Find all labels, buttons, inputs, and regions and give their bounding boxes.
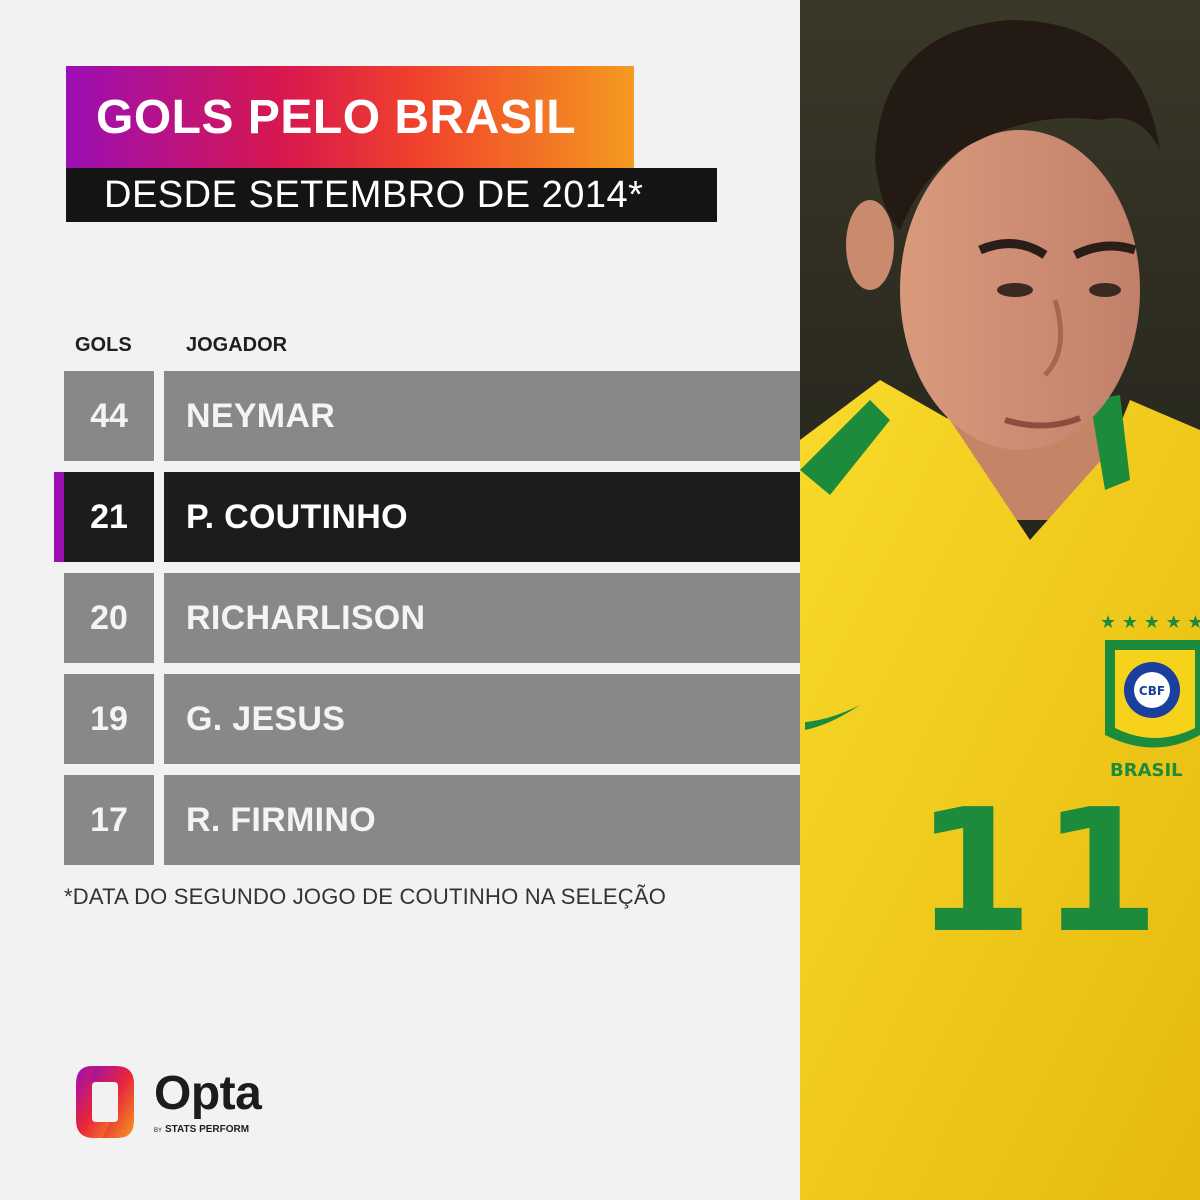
shirt-country-text: BRASIL [1110,760,1183,781]
highlight-accent-bar [54,472,64,562]
player-cell: NEYMAR [164,371,800,461]
opta-subline: BY STATS PERFORM [154,1124,249,1135]
goals-value: 44 [64,371,154,461]
opta-wordmark: Opta [154,1067,262,1120]
opta-logo-icon [76,1066,134,1138]
player-name: P. COUTINHO [186,498,408,536]
page-title: GOLS PELO BRASIL [96,90,577,144]
opta-stats-perform: STATS PERFORM [165,1124,250,1135]
player-cell: RICHARLISON [164,573,800,663]
table-row: 44 NEYMAR [0,371,800,461]
table-row: 21 P. COUTINHO [0,472,800,562]
table-row: 20 RICHARLISON [0,573,800,663]
opta-by: BY [154,1128,163,1134]
player-cell: P. COUTINHO [164,472,800,562]
crest-text: CBF [1139,684,1165,698]
player-photo-illustration: ★ ★ ★ ★ ★ CBF BRASIL 11 [800,0,1200,1200]
goals-value: 21 [64,472,154,562]
player-name: R. FIRMINO [186,801,376,839]
goals-value: 20 [64,573,154,663]
page-subtitle: DESDE SETEMBRO DE 2014* [104,173,644,216]
goals-value: 17 [64,775,154,865]
opta-logo: Opta BY STATS PERFORM [70,1062,262,1147]
column-header-player: JOGADOR [186,334,288,356]
player-cell: G. JESUS [164,674,800,764]
player-photo: ★ ★ ★ ★ ★ CBF BRASIL 11 [800,0,1200,1200]
player-cell: R. FIRMINO [164,775,800,865]
title-banner: GOLS PELO BRASIL [66,66,634,168]
player-name: NEYMAR [186,397,336,435]
shirt-number: 11 [915,773,1168,971]
column-header-goals: GOLS [75,334,132,356]
subtitle-banner: DESDE SETEMBRO DE 2014* [66,168,717,222]
player-name: G. JESUS [186,700,346,738]
player-name: RICHARLISON [186,599,426,637]
table-row: 17 R. FIRMINO [0,775,800,865]
table-row: 19 G. JESUS [0,674,800,764]
footnote: *DATA DO SEGUNDO JOGO DE COUTINHO NA SEL… [64,884,667,909]
goals-value: 19 [64,674,154,764]
crest-stars: ★ ★ ★ ★ ★ [1100,612,1200,633]
